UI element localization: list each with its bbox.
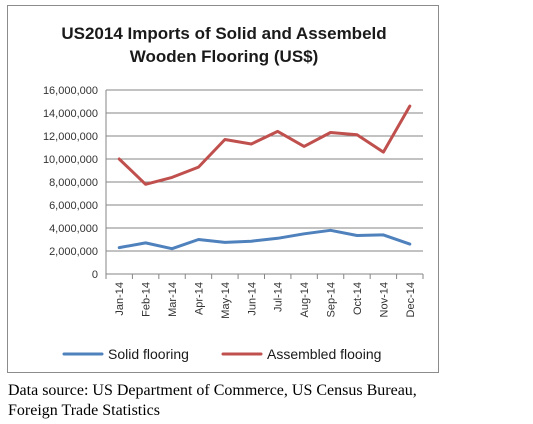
series-line-solid-flooring (117, 228, 412, 251)
x-tick-label: Jul-14 (273, 282, 285, 312)
caption-line-2: Foreign Trade Statistics (8, 402, 161, 419)
y-tick-label: 16,000,000 (43, 85, 98, 97)
x-tick-label: Apr-14 (193, 282, 205, 315)
y-tick-label: 2,000,000 (49, 246, 98, 258)
y-tick-label: 4,000,000 (49, 223, 98, 235)
x-tick-label: Jun-14 (246, 282, 258, 316)
legend-label: Assembled flooing (267, 346, 381, 362)
y-tick-label: 6,000,000 (49, 200, 98, 212)
y-tick-label: 0 (92, 269, 98, 281)
x-tick-label: Oct-14 (352, 282, 364, 315)
x-tick-label: Feb-14 (141, 282, 153, 317)
line-chart: 0 2,000,000 4,000,000 6,000,000 8,000,000 10,… (43, 85, 424, 362)
series-line-assembled-flooring (117, 104, 412, 186)
x-tick-label: Dec-14 (405, 282, 417, 317)
x-tick-label: Mar-14 (167, 282, 179, 317)
chart-title: US2014 Imports of Solid and Assembeld Wo… (8, 22, 440, 68)
x-tick-label: Sep-14 (326, 282, 338, 317)
legend-label: Solid flooring (108, 346, 189, 362)
x-tick-label: Nov-14 (378, 282, 390, 317)
x-tick-label: May-14 (220, 282, 232, 319)
chart-title-line-2: Wooden Flooring (US$) (129, 47, 319, 66)
y-tick-label: 12,000,000 (43, 131, 98, 143)
chart-title-line-1: US2014 Imports of Solid and Assembeld (61, 24, 387, 43)
x-tick-label: Jan-14 (114, 282, 126, 316)
y-tick-label: 8,000,000 (49, 177, 98, 189)
chart-frame: US2014 Imports of Solid and Assembeld Wo… (7, 5, 439, 373)
x-tick-label: Aug-14 (299, 282, 311, 317)
data-source-caption: Data source: US Department of Commerce, … (8, 381, 528, 421)
caption-line-1: Data source: US Department of Commerce, … (8, 382, 417, 399)
y-tick-label: 10,000,000 (43, 154, 98, 166)
y-tick-label: 14,000,000 (43, 108, 98, 120)
